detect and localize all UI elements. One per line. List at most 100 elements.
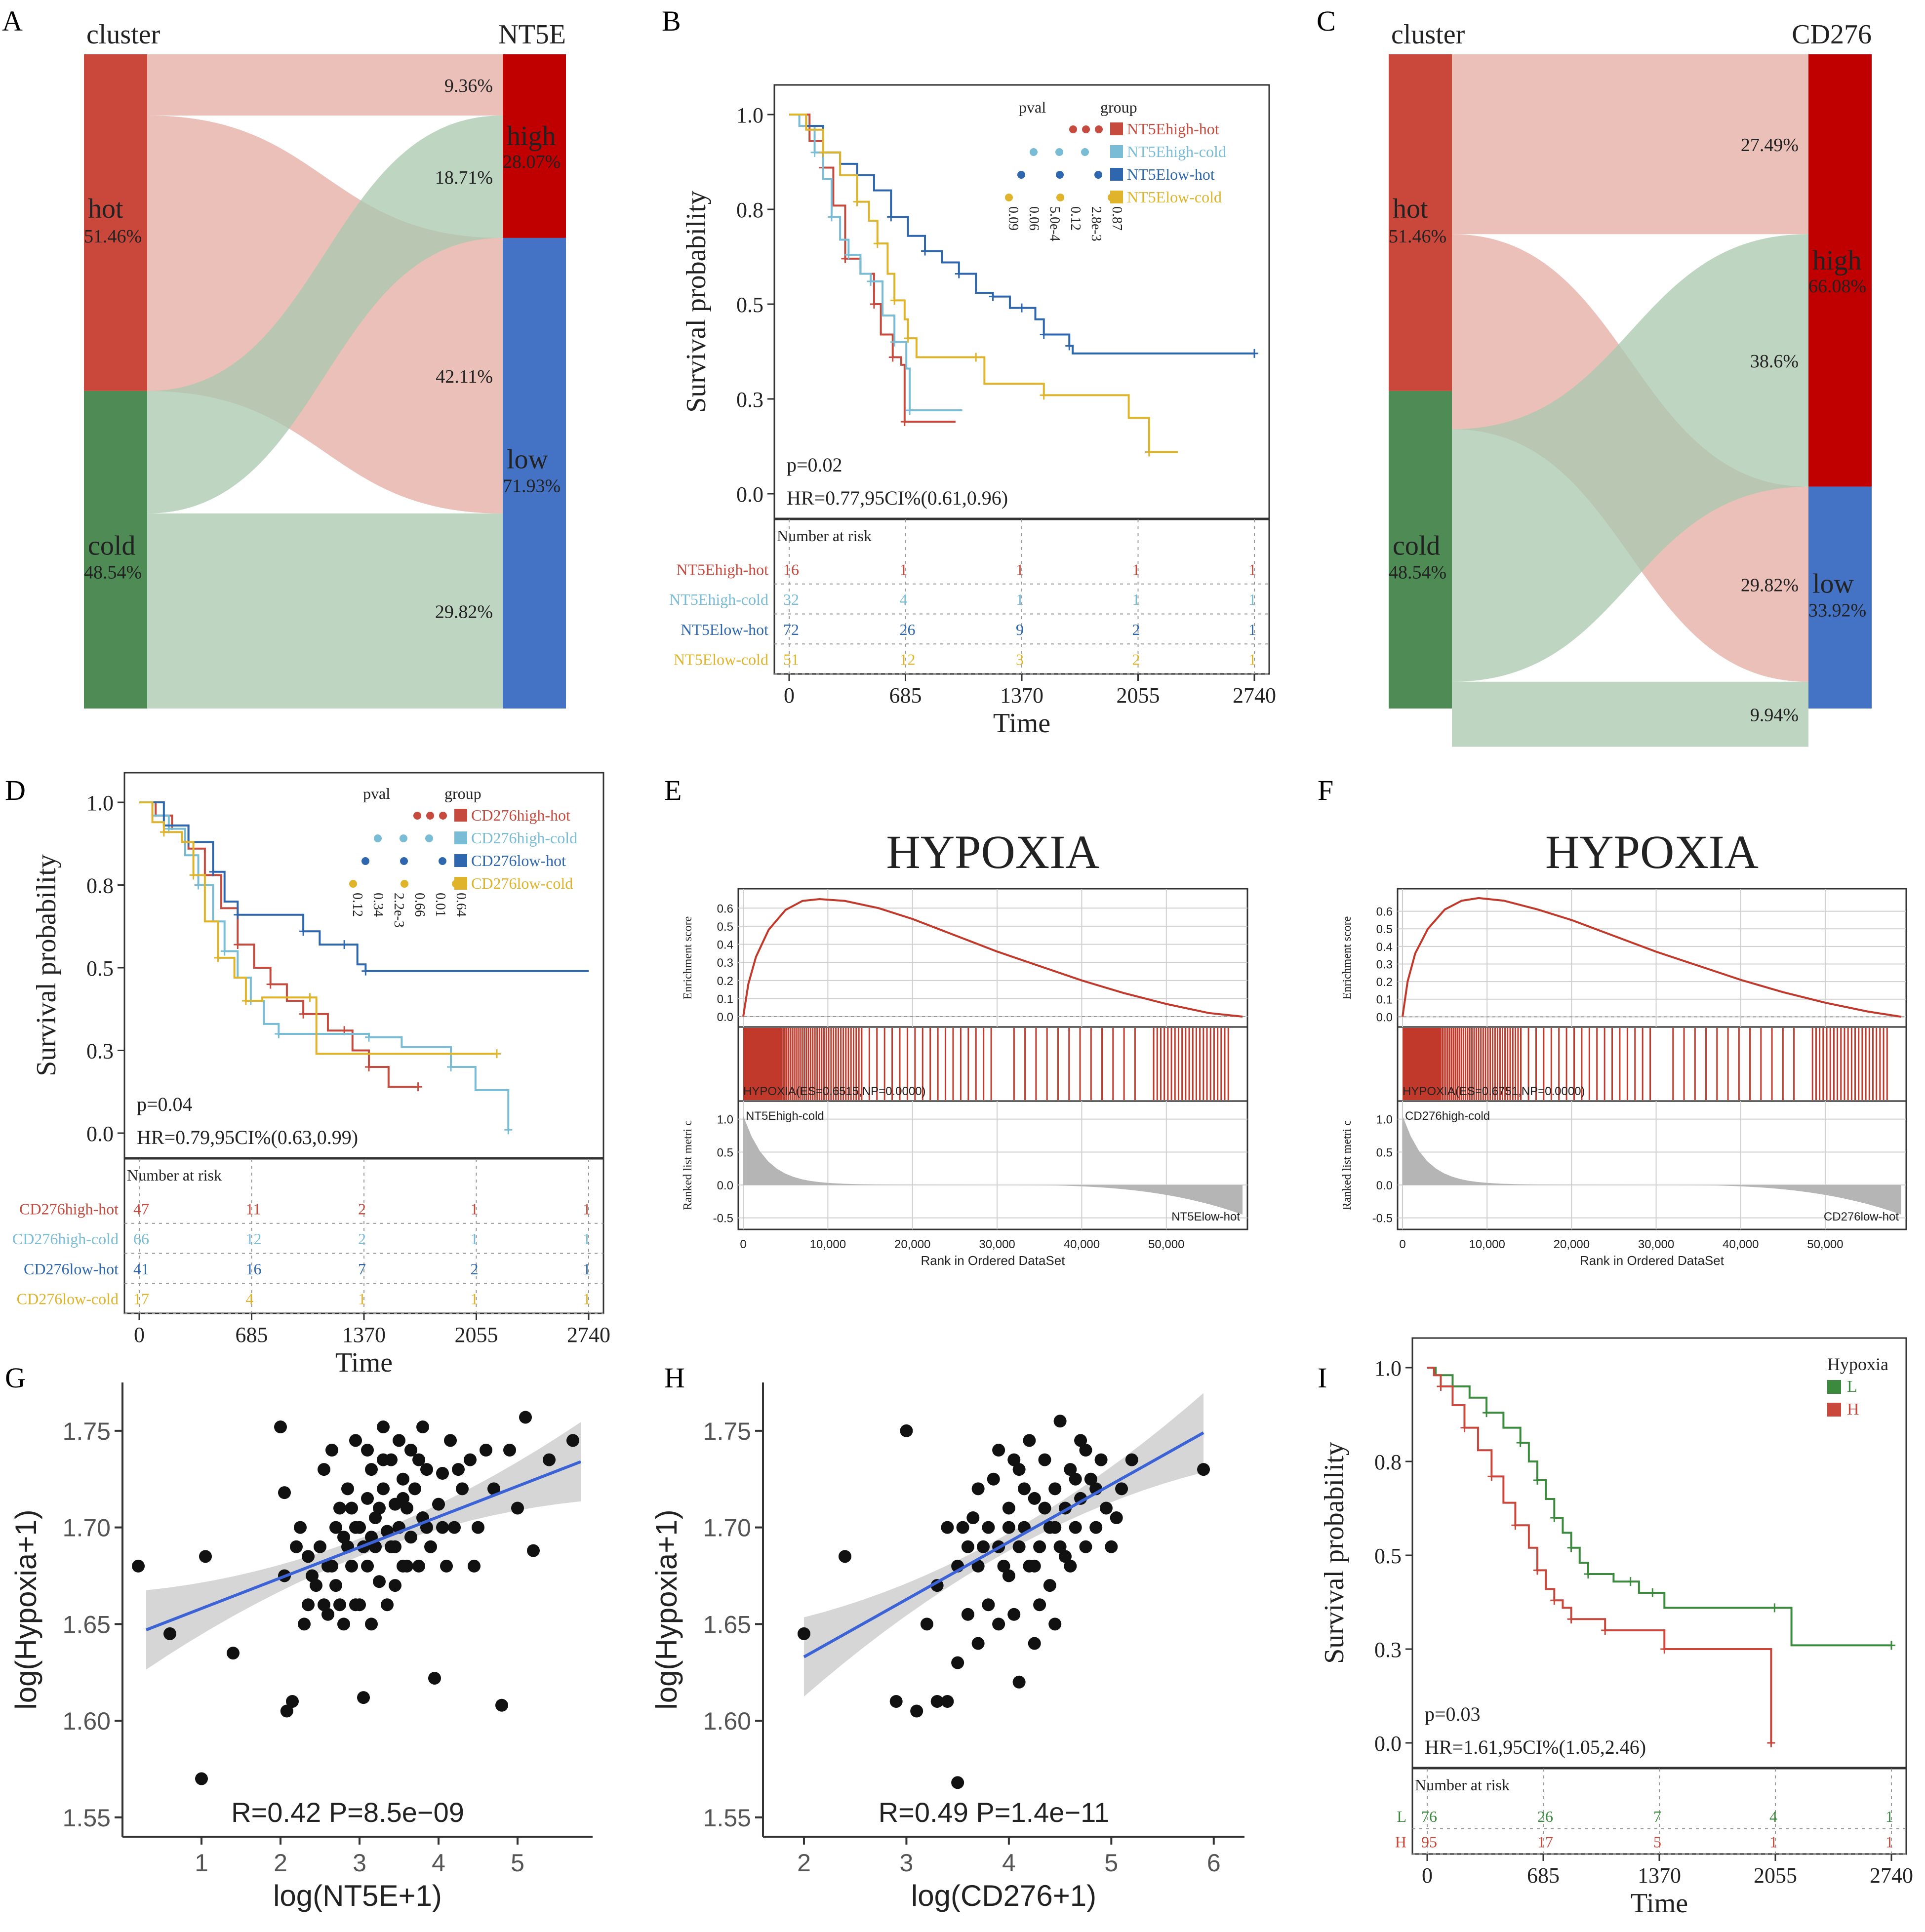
scatter-point (1043, 1579, 1056, 1592)
km-curve-NT5Ehigh-hot (789, 114, 956, 423)
node-cold (1389, 391, 1452, 709)
scatter-point (961, 1608, 974, 1621)
p-value-text: p=0.02 (787, 454, 842, 476)
pairwise-dot (349, 880, 357, 888)
scatter-point (1094, 1453, 1108, 1466)
x-axis-label: Time (993, 708, 1050, 739)
scatter-point (1079, 1540, 1092, 1553)
pairwise-dot (439, 857, 446, 865)
scatter-point (889, 1695, 903, 1708)
legend-label-NT5Elow-hot: NT5Elow-hot (1127, 165, 1215, 183)
scatter-point (961, 1540, 974, 1553)
risk-count: 7 (1653, 1808, 1661, 1825)
scatter-point (1115, 1482, 1128, 1496)
scatter-point (511, 1501, 524, 1515)
node-high (1808, 54, 1872, 487)
scatter-point (992, 1444, 1005, 1457)
risk-table-title: Number at risk (1415, 1776, 1510, 1794)
scatter-point (566, 1434, 579, 1447)
legend-label-L: L (1847, 1378, 1857, 1396)
flow-label-cold-high: 18.71% (435, 167, 493, 188)
scatter-point (1074, 1434, 1087, 1447)
scatter-point (977, 1540, 990, 1553)
es-tick-label: 0.0 (1376, 1011, 1393, 1024)
pairwise-dot (439, 812, 447, 820)
panel-label-f: F (1318, 774, 1333, 806)
scatter-point (1028, 1559, 1041, 1573)
es-tick-label: 0.6 (717, 902, 733, 915)
flow-label-hot-high: 9.36% (444, 76, 493, 96)
risk-count: 17 (133, 1290, 149, 1308)
scatter-point (992, 1617, 1005, 1631)
scatter-point (1012, 1463, 1026, 1476)
risk-row-name-NT5Ehigh-hot: NT5Ehigh-hot (676, 560, 768, 578)
legend-pval-title: pval (1019, 98, 1046, 116)
scatter-point (480, 1444, 492, 1457)
x-tick-label: 2055 (455, 1323, 498, 1347)
pairwise-dot (1069, 125, 1077, 133)
risk-count: 1 (1248, 621, 1256, 638)
pairwise-dot (1095, 125, 1103, 133)
scatter-point (982, 1521, 995, 1534)
risk-count: 1 (1248, 651, 1256, 669)
risk-count: 1 (471, 1290, 479, 1308)
pairwise-dot (1017, 171, 1025, 179)
legend-swatch-NT5Ehigh-hot (1110, 122, 1123, 135)
y-tick-label: 0.0 (736, 482, 763, 507)
x-tick-label: 40,000 (1723, 1238, 1759, 1251)
risk-count: 1 (1885, 1808, 1893, 1825)
scatter-point (941, 1695, 954, 1708)
plot-frame (1411, 1337, 1907, 1769)
risk-count: 11 (246, 1200, 261, 1218)
scatter-point (1125, 1453, 1138, 1466)
x-tick-label: 2740 (567, 1323, 610, 1347)
hit-block (743, 1028, 782, 1100)
scatter-point (951, 1656, 964, 1669)
node-hot (1389, 54, 1452, 391)
scatter-point (436, 1467, 449, 1480)
scatter-point (1079, 1444, 1092, 1457)
scatter-point (227, 1647, 240, 1660)
legend-swatch-CD276high-hot (454, 809, 467, 822)
y-tick-label: 0.8 (1374, 1450, 1402, 1474)
pairwise-pval-0: 0.12 (350, 893, 365, 917)
risk-count: 2 (1132, 651, 1140, 669)
scatter-point (1012, 1675, 1026, 1689)
es-tick-label: 0.1 (1376, 993, 1393, 1007)
es-stats-label: HYPOXIA(ES=0.6751,NP=0.0000) (1403, 1085, 1585, 1098)
scatter-point (1023, 1434, 1036, 1447)
pairwise-pval-0: 0.09 (1005, 206, 1021, 231)
panel-letter-e: E (664, 774, 682, 806)
scatter-point (365, 1617, 378, 1631)
pairwise-pval-4: 0.01 (433, 893, 448, 917)
scatter-point (381, 1598, 394, 1612)
risk-row-name-NT5Ehigh-cold: NT5Ehigh-cold (669, 591, 768, 608)
es-frame (737, 888, 1248, 1028)
y-tick-label: 0.8 (86, 874, 114, 898)
scatter-point (956, 1521, 969, 1534)
flow-hot-high (147, 54, 503, 116)
x-tick-label: 1370 (1638, 1863, 1681, 1888)
risk-count: 2 (358, 1230, 366, 1248)
scatter-point (397, 1492, 409, 1505)
scatter-point (487, 1482, 500, 1496)
legend-label-NT5Elow-cold: NT5Elow-cold (1127, 188, 1222, 206)
scatter-point (369, 1511, 382, 1525)
legend-pval-title: pval (363, 785, 390, 802)
flow-cold-low (1452, 681, 1808, 747)
scatter-point (1084, 1472, 1097, 1486)
es-tick-label: 0.6 (1376, 906, 1393, 919)
y-tick-label: 0.5 (736, 293, 763, 317)
panel-letter-h: H (664, 1362, 685, 1394)
es-tick-label: 0.1 (717, 992, 733, 1006)
scatter-point (1033, 1598, 1046, 1612)
pairwise-dot (426, 812, 434, 820)
panel-letter-i: I (1318, 1362, 1327, 1394)
scatter-point (280, 1704, 293, 1718)
x-axis-label: Time (1631, 1888, 1688, 1919)
scatter-point (199, 1550, 212, 1563)
scatter-point (1017, 1482, 1031, 1496)
scatter-point (401, 1559, 413, 1573)
pairwise-dot (1055, 148, 1063, 156)
panel-f-gsea-cd276: HYPOXIA 0.0 0.1 0.2 0.3 0.4 0.5 0.6 0 10,000 20,00… (1341, 826, 1907, 1268)
